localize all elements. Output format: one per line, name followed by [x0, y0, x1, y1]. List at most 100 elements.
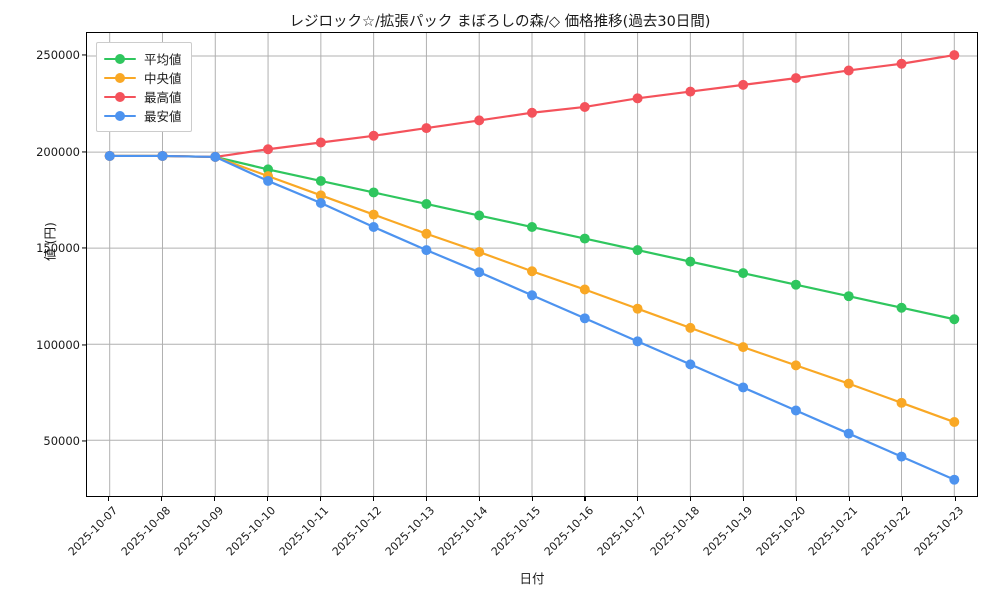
data-point[interactable]: [685, 256, 696, 267]
data-point[interactable]: [790, 73, 801, 84]
x-tick-mark: [108, 497, 110, 501]
data-point[interactable]: [949, 50, 960, 61]
data-point[interactable]: [738, 382, 749, 393]
x-tick-mark: [637, 497, 639, 501]
x-tick-label: 2025-10-22: [859, 504, 914, 559]
legend-label: 平均値: [144, 52, 182, 67]
legend-label: 中央値: [144, 71, 182, 86]
y-tick-label: 250000: [36, 48, 80, 63]
data-point[interactable]: [632, 336, 643, 347]
data-point[interactable]: [527, 290, 537, 301]
data-point[interactable]: [896, 58, 907, 69]
data-point[interactable]: [949, 474, 960, 485]
data-point[interactable]: [632, 303, 643, 314]
x-tick-mark: [478, 497, 480, 501]
data-point[interactable]: [579, 284, 590, 295]
data-point[interactable]: [632, 93, 643, 104]
legend-item-4[interactable]: 最安値: [104, 106, 182, 125]
data-point[interactable]: [896, 397, 907, 408]
chart-legend: 平均値中央値最高値 最安値: [96, 42, 192, 132]
data-point[interactable]: [421, 228, 432, 239]
data-point[interactable]: [368, 209, 379, 220]
x-tick-label: 2025-10-13: [382, 504, 438, 559]
data-point[interactable]: [843, 378, 854, 389]
data-point[interactable]: [632, 245, 643, 256]
legend-marker-dot-icon: [115, 53, 125, 64]
data-point[interactable]: [685, 86, 696, 97]
series-2: [104, 150, 960, 428]
data-point[interactable]: [527, 266, 537, 277]
data-point[interactable]: [896, 302, 907, 313]
data-point[interactable]: [738, 268, 749, 279]
data-point[interactable]: [527, 222, 537, 233]
x-tick-label: 2025-10-15: [488, 504, 544, 559]
series-line: [108, 154, 956, 424]
data-point[interactable]: [368, 187, 379, 198]
legend-item-2[interactable]: 中央値: [104, 68, 182, 87]
data-point[interactable]: [474, 210, 485, 221]
data-point[interactable]: [843, 65, 854, 76]
legend-marker-dot-icon: [115, 110, 125, 121]
legend-swatch-icon: [104, 52, 136, 66]
data-point[interactable]: [579, 101, 590, 112]
legend-swatch-icon: [104, 71, 136, 85]
series-line: [108, 154, 956, 481]
legend-swatch-icon: [104, 109, 136, 123]
x-tick-label: 2025-10-14: [435, 504, 491, 559]
data-point[interactable]: [579, 313, 590, 324]
data-point[interactable]: [790, 279, 801, 290]
data-point[interactable]: [685, 359, 696, 370]
data-point[interactable]: [738, 79, 749, 90]
data-point[interactable]: [263, 144, 274, 155]
x-tick-mark: [584, 497, 586, 501]
data-point[interactable]: [421, 123, 432, 134]
data-point[interactable]: [210, 151, 221, 162]
plot-area: [86, 32, 978, 497]
data-point[interactable]: [843, 291, 854, 302]
data-point[interactable]: [474, 247, 485, 257]
data-point[interactable]: [315, 137, 326, 148]
data-point[interactable]: [315, 198, 326, 209]
data-point[interactable]: [263, 175, 274, 186]
x-axis-label: 日付: [519, 571, 545, 586]
data-point[interactable]: [843, 428, 854, 439]
data-point[interactable]: [368, 130, 379, 141]
legend-item-3[interactable]: 最高値: [104, 87, 182, 106]
legend-item-1[interactable]: 平均値: [104, 49, 182, 68]
x-tick-mark: [214, 497, 216, 501]
data-point[interactable]: [315, 190, 326, 201]
data-point[interactable]: [421, 245, 432, 256]
data-point[interactable]: [790, 405, 801, 416]
x-tick-label: 2025-10-17: [594, 504, 650, 559]
data-point[interactable]: [474, 115, 485, 126]
x-tick-mark: [848, 497, 851, 501]
x-tick-label: 2025-10-10: [224, 504, 279, 559]
data-point[interactable]: [685, 322, 696, 333]
y-axis-label: 値 (円): [42, 222, 58, 261]
x-tick-mark: [531, 497, 533, 501]
x-tick-label: 2025-10-20: [753, 504, 808, 559]
data-point[interactable]: [368, 222, 379, 233]
legend-label: 最高値: [144, 90, 182, 105]
x-tick-label: 2025-10-12: [330, 504, 385, 559]
x-tick-label: 2025-10-19: [700, 504, 755, 559]
data-point[interactable]: [738, 342, 749, 353]
legend-swatch-icon: [104, 90, 136, 104]
data-point[interactable]: [474, 267, 485, 278]
data-point[interactable]: [104, 150, 115, 161]
x-tick-label: 2025-10-18: [647, 504, 702, 559]
data-point[interactable]: [527, 107, 537, 118]
data-point[interactable]: [315, 175, 326, 186]
data-point[interactable]: [949, 314, 960, 325]
chart-title: レジロック☆/拡張パック まぼろしの森/◇ 価格推移(過去30日間): [289, 14, 711, 30]
x-tick-mark: [372, 497, 374, 501]
data-point[interactable]: [790, 360, 801, 371]
data-point[interactable]: [421, 199, 432, 209]
x-tick-label: 2025-10-21: [806, 504, 861, 559]
data-point[interactable]: [579, 233, 590, 244]
data-point[interactable]: [896, 451, 907, 462]
data-point[interactable]: [949, 417, 960, 428]
series-4: [104, 150, 960, 485]
data-point[interactable]: [157, 150, 168, 161]
x-tick-mark: [425, 497, 427, 501]
